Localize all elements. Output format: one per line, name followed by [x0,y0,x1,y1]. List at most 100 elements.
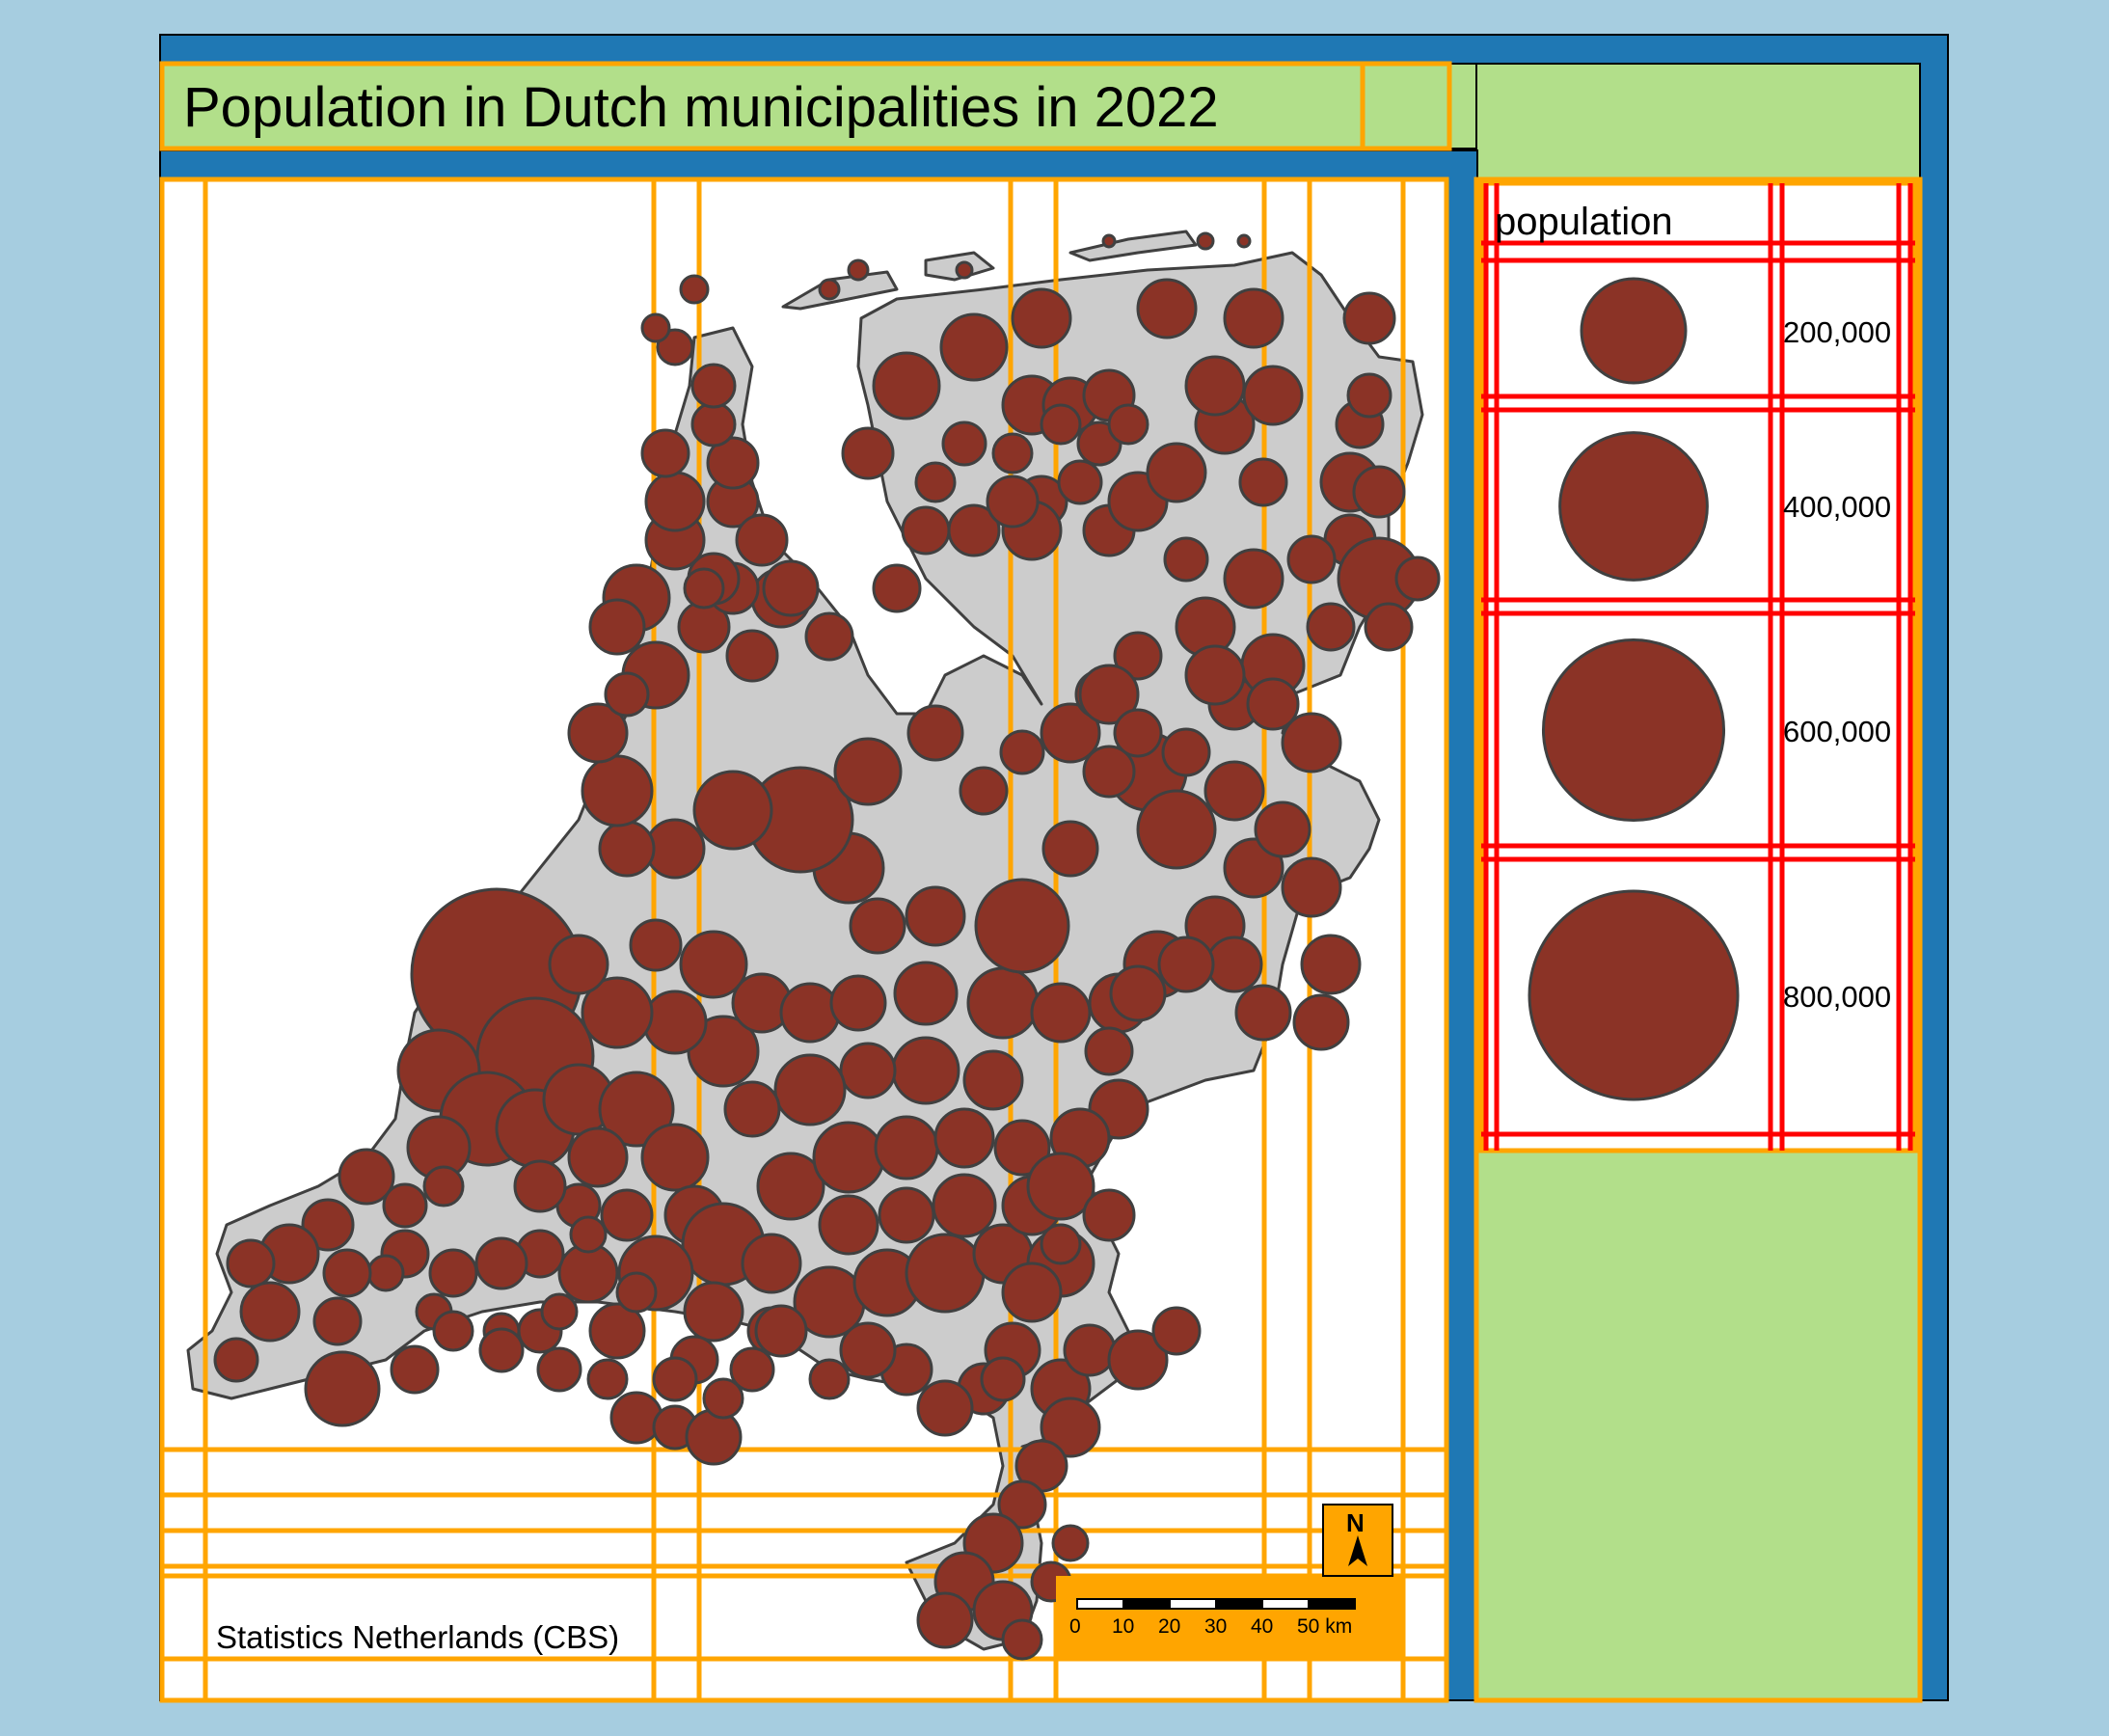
municipality-bubble [1030,982,1092,1044]
scale-label-10: 10 [1112,1615,1135,1638]
legend-bubbles [1528,277,1740,1101]
municipality-bubble [338,1148,395,1206]
municipality-bubble [581,976,654,1049]
municipality-bubble [1236,233,1252,249]
municipality-bubble [690,363,737,409]
municipality-bubble [640,312,671,343]
municipality-bubble [239,1281,301,1343]
municipality-bubble [762,559,820,617]
municipality-bubble [586,1358,629,1400]
municipality-bubble [567,702,629,764]
municipality-bubble [986,475,1040,529]
municipality-bubble [818,1194,879,1256]
municipality-bubble [692,770,773,851]
municipality-bubble [1238,457,1288,507]
municipality-bubble [226,1238,276,1288]
municipality-bubble [478,1327,525,1373]
municipality-bubble [642,990,708,1055]
municipality-bubble [999,729,1045,775]
legend-bubble [1528,889,1740,1101]
municipality-bubble [706,436,760,490]
scale-label-0: 0 [1069,1615,1081,1638]
municipality-bubble [685,1408,743,1466]
north-arrow-icon [1348,1535,1367,1566]
municipality-bubble [312,1296,363,1346]
municipality-bubble [679,274,710,305]
municipality-bubble [872,351,941,420]
municipality-bubble [1101,233,1117,249]
municipality-bubble [640,428,690,478]
municipality-bubble [833,737,903,806]
legend-title: population [1495,201,1673,243]
legend-bubble [1558,431,1709,582]
municipality-bubble [1040,1223,1082,1265]
municipality-bubble [974,878,1070,974]
municipality-bubble [1040,403,1082,446]
municipality-bubble [1300,934,1362,995]
municipality-bubble [839,1321,897,1379]
municipality-bubble [841,426,895,480]
title-box-extension [1360,61,1452,151]
municipality-bubble [1113,631,1163,681]
municipality-bubble [980,1356,1026,1402]
municipality-bubble [604,671,650,718]
scale-label-30: 30 [1204,1615,1228,1638]
municipality-bubble [1352,465,1406,519]
municipality-bubble [1136,278,1198,339]
municipality-bubble [567,1126,629,1188]
municipality-bubble [540,1292,579,1331]
municipality-bubble [1084,1026,1134,1076]
municipality-bubble [382,1182,428,1229]
legend-label-400000: 400,000 [1783,490,1892,524]
municipality-bubble [1057,459,1103,505]
municipality-bubble [939,312,1009,382]
scale-label-50km: 50 km [1297,1615,1353,1638]
legend-grid-lines [1481,183,1915,1151]
municipality-bubble [548,934,609,995]
municipality-bubble [891,1036,960,1105]
municipality-bubble [683,1281,744,1343]
municipality-bubble [1001,1618,1043,1661]
municipality-bubble [600,1188,654,1242]
legend-label-600000: 600,000 [1783,715,1892,748]
municipality-bubble [812,1121,885,1194]
scale-label-40: 40 [1251,1615,1274,1638]
municipality-bubble [644,471,706,532]
municipality-bubble [652,1356,698,1402]
municipality-bubble [1306,602,1356,652]
municipality-bubble [773,1053,847,1126]
municipality-bubble [1051,1524,1090,1562]
legend-label-200000: 200,000 [1783,315,1892,349]
scale-bar [1076,1598,1356,1610]
municipality-bubble [1113,708,1163,758]
municipality-bubble [1281,712,1342,773]
municipality-bubble [474,1236,528,1290]
municipality-bubble [723,1080,781,1138]
municipality-bubble [735,513,789,567]
municipality-bubble [679,930,748,999]
municipality-bubble [1234,984,1292,1042]
municipality-bubble [1254,800,1311,858]
municipality-bubble [569,1215,608,1254]
municipality-bubble [997,1479,1047,1530]
municipality-bubble [906,704,964,762]
municipality-bubble [872,563,922,613]
municipality-bubble [1082,1188,1136,1242]
municipality-bubble [513,1159,567,1213]
municipality-bubble [941,420,987,467]
municipality-bubble [849,897,906,955]
legend-label-800000: 800,000 [1783,980,1892,1014]
municipality-bubble [1364,602,1414,652]
municipality-bubble [1161,727,1211,777]
municipality-bubble [756,1152,825,1221]
municipality-bubble [804,611,854,662]
municipality-bubble [656,328,694,366]
municipality-bubble [1063,1323,1117,1377]
municipality-bubble [1203,760,1265,822]
municipality-bubble [905,1233,986,1314]
compass-letter: N [1346,1508,1365,1537]
municipality-bubble [1246,677,1300,731]
municipality-bubble [1286,534,1337,584]
municipality-bubble [428,1248,478,1298]
